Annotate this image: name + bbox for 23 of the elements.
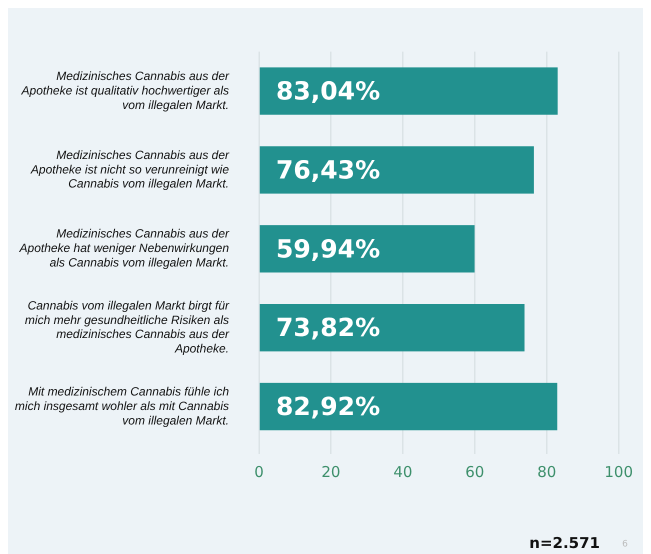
data-label: 76,43%	[276, 155, 380, 184]
data-label: 82,92%	[276, 392, 380, 422]
data-label: 83,04%	[276, 76, 380, 106]
x-tick-label: 40	[393, 462, 412, 481]
x-tick-label: 20	[321, 462, 340, 481]
text: n=2.571	[529, 534, 600, 552]
y-tick-label: Mit medizinischem Cannabis fühle ich mich insgesamt wohler als mit Cannabis vom illegalen Markt.	[14, 384, 230, 428]
x-tick-label: 100	[604, 462, 634, 481]
data-label: 73,82%	[276, 313, 380, 342]
bar	[260, 304, 525, 352]
x-tick-label: 60	[465, 462, 484, 481]
bar	[260, 382, 558, 430]
bar	[260, 225, 475, 272]
x-tick-label: 80	[537, 462, 556, 481]
y-tick-label: Medizinisches Cannabis aus der Apotheke ist nicht so verunreinigt wie Cannabis vom illegalen Markt.	[30, 148, 230, 191]
x-tick-label: 0	[254, 462, 264, 481]
y-tick-label: Medizinisches Cannabis aus der Apotheke hat weniger Nebenwirkungen als Cannabis vom illegalen Markt.	[18, 226, 230, 270]
bar	[260, 146, 534, 194]
text: 6	[622, 539, 628, 550]
y-tick-label: Medizinisches Cannabis aus der Apotheke ist qualitativ hochwertiger als vom illegalen Markt.	[20, 68, 230, 112]
data-label: 59,94%	[276, 234, 380, 264]
y-tick-label: Cannabis vom illegalen Markt birgt für mich mehr gesundheitliche Risiken als medizinisches Cannabis aus der Apotheke.	[24, 298, 230, 356]
bar	[260, 67, 558, 115]
